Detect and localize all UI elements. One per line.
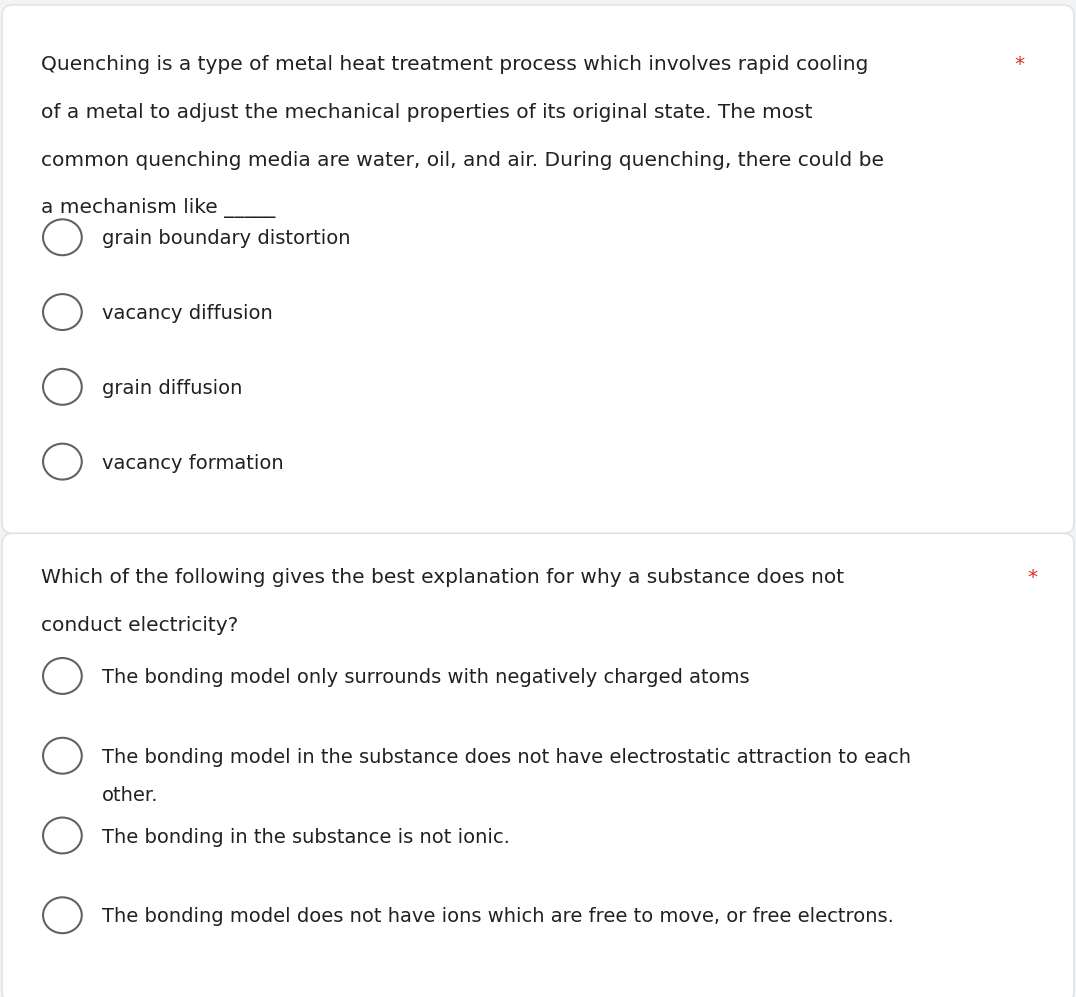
Text: Quenching is a type of metal heat treatment process which involves rapid cooling: Quenching is a type of metal heat treatm… [41,55,868,74]
Text: *: * [1015,55,1024,74]
Circle shape [43,818,82,853]
Circle shape [43,897,82,933]
Text: grain boundary distortion: grain boundary distortion [102,229,351,248]
FancyBboxPatch shape [2,5,1074,533]
Circle shape [43,738,82,774]
Text: The bonding model in the substance does not have electrostatic attraction to eac: The bonding model in the substance does … [102,748,911,767]
Text: The bonding in the substance is not ionic.: The bonding in the substance is not ioni… [102,828,510,846]
Text: common quenching media are water, oil, and air. During quenching, there could be: common quenching media are water, oil, a… [41,151,883,169]
Text: other.: other. [102,786,159,805]
Text: The bonding model does not have ions which are free to move, or free electrons.: The bonding model does not have ions whi… [102,907,894,926]
Text: Which of the following gives the best explanation for why a substance does not: Which of the following gives the best ex… [41,568,844,587]
Circle shape [43,444,82,480]
Text: grain diffusion: grain diffusion [102,379,242,398]
Circle shape [43,219,82,255]
Text: of a metal to adjust the mechanical properties of its original state. The most: of a metal to adjust the mechanical prop… [41,103,812,122]
Circle shape [43,294,82,330]
Circle shape [43,658,82,694]
FancyBboxPatch shape [2,533,1074,997]
Circle shape [43,369,82,405]
Text: vacancy formation: vacancy formation [102,454,284,473]
Text: vacancy diffusion: vacancy diffusion [102,304,273,323]
Text: conduct electricity?: conduct electricity? [41,616,238,635]
Text: The bonding model only surrounds with negatively charged atoms: The bonding model only surrounds with ne… [102,668,750,687]
Text: a mechanism like _____: a mechanism like _____ [41,198,275,218]
Text: *: * [1028,568,1037,587]
